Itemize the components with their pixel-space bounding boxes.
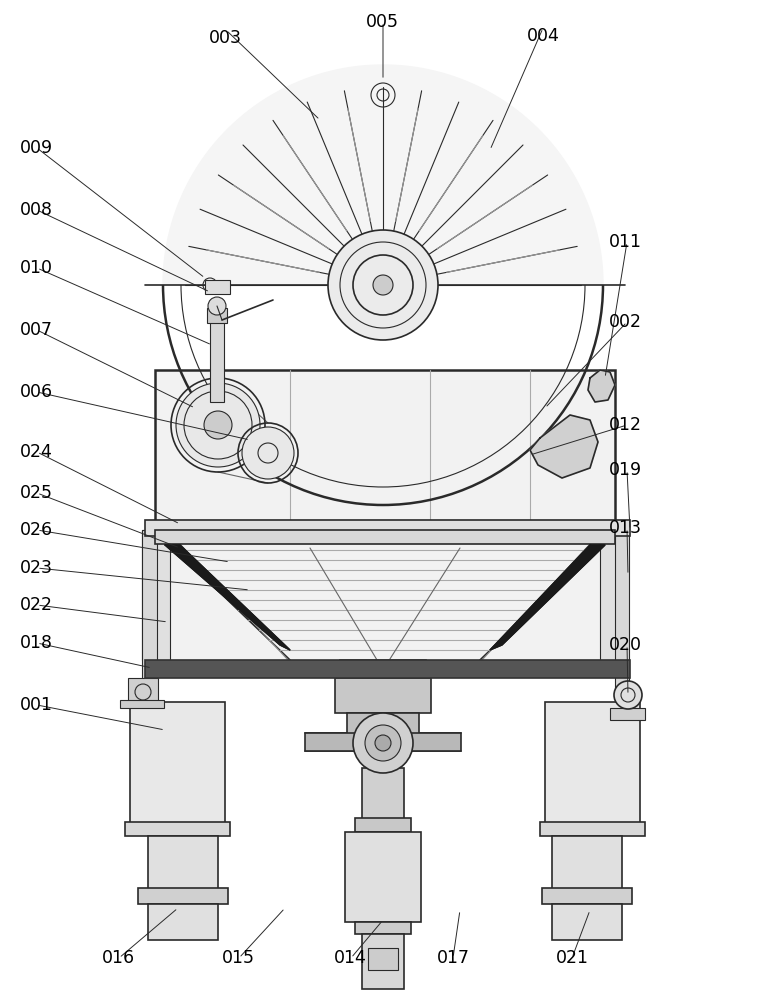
Bar [355,818,411,832]
Polygon shape [163,65,603,285]
Text: 001: 001 [20,696,54,714]
Bar [128,678,158,706]
Bar [600,530,628,660]
Bar [148,904,218,940]
Bar [125,822,230,836]
Circle shape [328,230,438,340]
Text: 015: 015 [222,949,256,967]
Bar [540,822,645,836]
Text: 012: 012 [609,416,643,434]
Bar [207,308,227,323]
Text: 018: 018 [20,634,54,652]
Text: 022: 022 [20,596,54,614]
Bar [142,530,157,715]
Text: 005: 005 [366,13,399,31]
Text: 023: 023 [20,559,54,577]
Bar [138,888,228,904]
Circle shape [373,275,393,295]
Text: 007: 007 [20,321,54,339]
Bar [542,888,632,904]
Bar [305,733,461,751]
Bar [552,836,622,891]
Bar [155,530,615,544]
Bar [615,530,629,715]
Text: 002: 002 [609,313,643,331]
Bar [368,948,398,970]
Polygon shape [165,545,290,650]
Bar [155,370,615,530]
Text: 025: 025 [20,484,54,502]
Text: 008: 008 [20,201,54,219]
Text: 006: 006 [20,383,54,401]
Circle shape [176,383,260,467]
Circle shape [614,681,642,709]
Bar [347,713,419,735]
Text: 024: 024 [21,443,53,461]
Text: 021: 021 [555,949,589,967]
Circle shape [353,713,413,773]
Text: 013: 013 [609,519,643,537]
Bar [362,934,404,989]
Bar [610,708,645,720]
Bar [155,370,615,530]
Bar [345,832,421,922]
Bar [335,678,431,713]
Bar [210,320,224,402]
Bar [142,530,170,660]
Text: 003: 003 [209,29,243,47]
Bar [130,702,225,827]
Text: 014: 014 [334,949,366,967]
Text: 009: 009 [20,139,54,157]
Polygon shape [530,415,598,478]
Polygon shape [490,545,605,650]
Bar [145,520,630,536]
Bar [145,660,630,678]
Circle shape [208,297,226,315]
Bar [340,660,426,682]
Bar [155,530,615,660]
Bar [148,836,218,891]
Circle shape [365,725,401,761]
Bar [120,700,164,708]
Text: 016: 016 [102,949,135,967]
Circle shape [375,735,391,751]
Text: 020: 020 [609,636,643,654]
Text: 019: 019 [609,461,643,479]
Text: 010: 010 [20,259,54,277]
Circle shape [204,411,232,439]
Bar [355,922,411,934]
Bar [545,702,640,827]
Text: 011: 011 [609,233,643,251]
Bar [362,768,404,823]
Text: 004: 004 [527,27,559,45]
Text: 026: 026 [20,521,54,539]
Bar [205,280,230,294]
Text: 017: 017 [436,949,470,967]
Polygon shape [588,370,615,402]
Bar [552,904,622,940]
Circle shape [242,427,294,479]
